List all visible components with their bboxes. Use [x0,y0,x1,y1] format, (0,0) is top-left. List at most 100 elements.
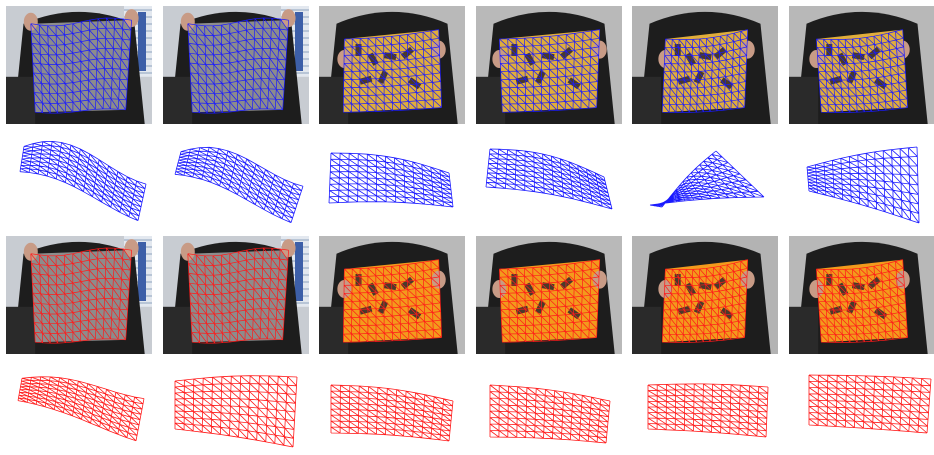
hand [431,40,446,59]
hand [180,12,195,31]
paper-mark [355,274,362,287]
3d-mesh-reconstruction [489,384,611,444]
photo-cell-r1-c2 [163,6,309,124]
photo-with-mesh-overlay [319,236,465,354]
paper-mark [408,77,422,90]
hand [592,270,607,289]
hand [431,270,446,289]
photo-with-mesh-overlay [6,6,152,124]
mesh-cell-r4-c4 [476,367,622,455]
hand [281,9,296,28]
deformation-mesh [485,148,613,210]
mesh-cell-r2-c2 [163,137,309,225]
deformation-mesh [661,259,749,343]
deformation-mesh [19,141,147,221]
deformation-mesh [806,146,920,224]
hand [180,242,195,261]
paper-mark [713,276,727,290]
3d-mesh-reconstruction [330,384,454,442]
paper-mark [874,307,888,320]
deformation-mesh [30,17,132,114]
mesh-cell-r4-c1 [6,367,152,455]
mesh-cell-r2-c5 [632,137,778,225]
paper-mark [559,276,573,290]
deformation-mesh [661,29,749,113]
paper-mark [674,274,681,287]
paper-mark [851,282,865,291]
photo-with-mesh-overlay [319,6,465,124]
mesh-cell-r4-c6 [789,367,934,455]
3d-mesh-reconstruction [174,146,304,223]
mesh-cell-r2-c1 [6,137,152,225]
deformation-mesh [187,247,289,344]
deformation-mesh [816,259,908,343]
paper-mark [693,70,705,84]
paper-mark [567,307,581,320]
3d-mesh-reconstruction [174,375,298,448]
hand [658,280,673,299]
paper-mark [713,46,727,60]
deformation-mesh [499,259,601,343]
deformation-mesh [647,383,769,438]
photo-cell-r3-c6 [789,236,934,354]
hand [658,50,673,69]
hand [895,40,910,59]
photo-with-mesh-overlay [476,6,622,124]
hand [23,12,38,31]
paper-mark [846,70,857,84]
deformation-mesh [489,384,611,444]
hand [592,40,607,59]
paper-mark [355,44,362,57]
photo-cell-r1-c4 [476,6,622,124]
paper-mark [567,77,581,90]
photo-cell-r1-c1 [6,6,152,124]
photo-with-mesh-overlay [632,236,778,354]
deformation-mesh [30,247,132,344]
deformation-mesh [17,376,145,442]
photo-cell-r3-c2 [163,236,309,354]
paper-mark [408,307,422,320]
paper-mark [511,44,518,57]
deformation-mesh [816,29,908,113]
hand [740,40,755,59]
mesh-cell-r2-c3 [319,137,465,225]
deformation-mesh [328,152,454,208]
photo-cell-r3-c1 [6,236,152,354]
paper-mark [851,52,865,61]
mesh-cell-r4-c5 [632,367,778,455]
hand [895,270,910,289]
photo-with-mesh-overlay [789,6,934,124]
paper-mark [693,300,705,314]
3d-mesh-reconstruction [485,148,613,210]
photo-with-mesh-overlay [632,6,778,124]
3d-mesh-reconstruction [808,374,932,434]
hand [124,9,139,28]
photo-cell-r1-c5 [632,6,778,124]
mesh-cell-r2-c4 [476,137,622,225]
paper-mark [826,274,833,287]
hand [124,239,139,258]
deformation-mesh [174,375,298,448]
photo-cell-r3-c5 [632,236,778,354]
photo-cell-r3-c3 [319,236,465,354]
mesh-cell-r4-c3 [319,367,465,455]
3d-mesh-reconstruction [328,152,454,208]
paper-mark [874,77,888,90]
mesh-cell-r2-c6 [789,137,934,225]
photo-with-mesh-overlay [163,6,309,124]
deformation-mesh [187,17,289,114]
3d-mesh-reconstruction [806,146,920,224]
deformation-mesh [330,384,454,442]
paper-mark [674,44,681,57]
photo-cell-r1-c6 [789,6,934,124]
paper-mark [826,44,833,57]
3d-mesh-reconstruction [17,376,145,442]
3d-mesh-reconstruction [647,383,769,438]
deformation-mesh [808,374,932,434]
deformation-mesh [342,29,442,113]
deformation-mesh [499,29,601,113]
mesh-cell-r4-c2 [163,367,309,455]
photo-with-mesh-overlay [6,236,152,354]
3d-mesh-reconstruction [649,150,765,208]
